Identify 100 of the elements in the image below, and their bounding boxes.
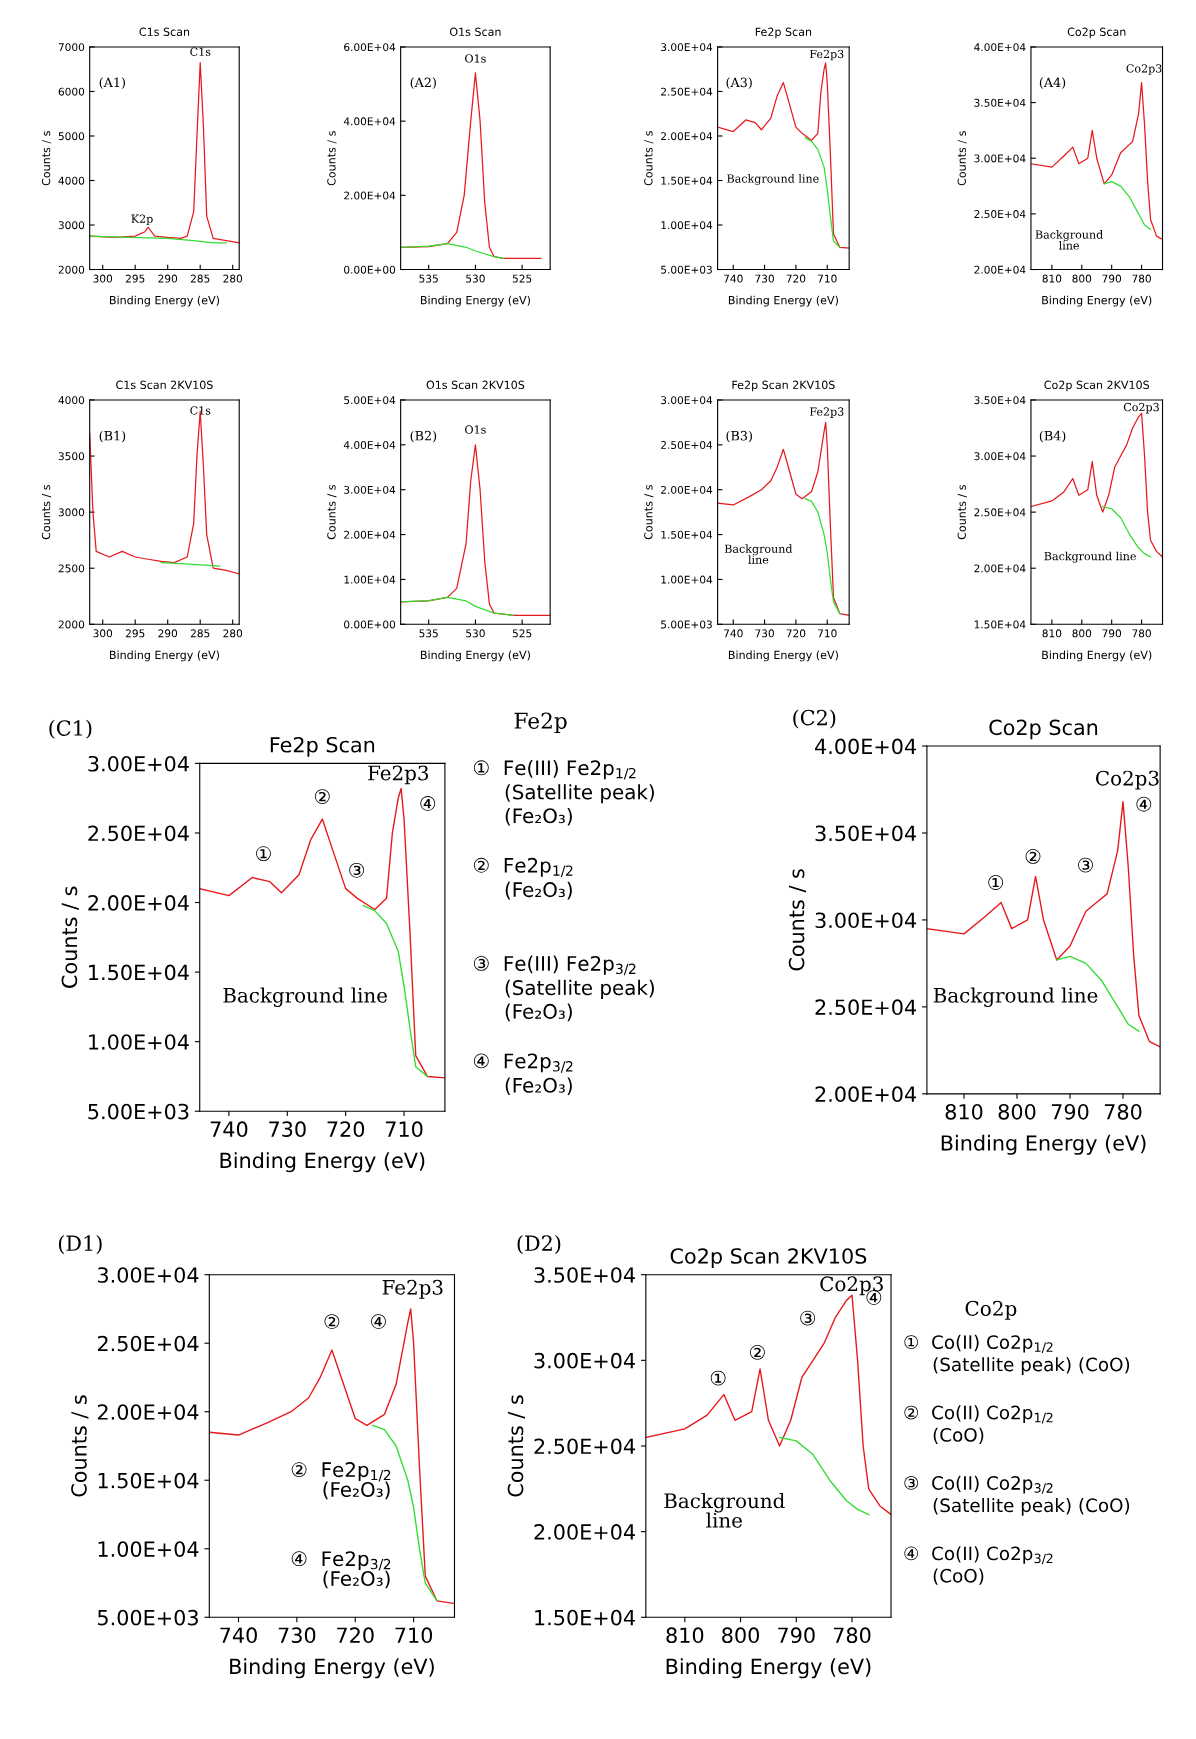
annotation: O1s bbox=[465, 54, 486, 63]
annotation: Background line bbox=[933, 987, 1098, 1007]
y-tick-label: 4000 bbox=[58, 176, 85, 185]
x-tick-label: 295 bbox=[125, 274, 145, 283]
annotation: O1s bbox=[465, 425, 486, 434]
x-axis-title: Binding Energy (eV) bbox=[220, 1152, 425, 1173]
annotation: Background line bbox=[727, 174, 819, 185]
text: ④ Co(II) Co2p$_{3/2}$ (CoO) bbox=[904, 1546, 1053, 1585]
y-tick-label: 3.00E+04 bbox=[815, 912, 917, 929]
chart-title: Co2p Scan 2KV10S bbox=[670, 1248, 867, 1268]
y-tick-label: 5.00E+03 bbox=[661, 265, 712, 274]
y-axis-title: Counts / s bbox=[788, 869, 807, 971]
annotation: ② bbox=[1025, 848, 1041, 864]
y-tick-label: 3500 bbox=[58, 452, 85, 461]
annotation: K2p bbox=[131, 214, 153, 226]
x-tick-label: 300 bbox=[93, 629, 113, 638]
y-tick-label: 3.00E+04 bbox=[974, 154, 1026, 163]
annotation: ② bbox=[749, 1344, 765, 1360]
text: (D2) bbox=[517, 1234, 561, 1254]
y-tick-label: 1.50E+04 bbox=[974, 620, 1026, 629]
line-series bbox=[89, 235, 227, 244]
y-tick-label: 3.00E+04 bbox=[88, 755, 189, 772]
y-tick-label: 2.50E+04 bbox=[974, 508, 1026, 517]
x-tick-label: 800 bbox=[998, 1103, 1036, 1120]
y-tick-label: 2.00E+04 bbox=[344, 191, 396, 200]
annotation: (A2) bbox=[410, 77, 436, 90]
x-tick-label: 780 bbox=[1132, 274, 1151, 283]
x-axis-title: Binding Energy (eV) bbox=[110, 650, 220, 662]
x-tick-label: 535 bbox=[419, 629, 438, 638]
y-tick-label: 1.00E+04 bbox=[661, 575, 713, 584]
y-tick-label: 4.00E+04 bbox=[815, 738, 917, 755]
annotation: ② bbox=[324, 1314, 340, 1329]
x-tick-label: 710 bbox=[818, 629, 837, 638]
annotation: (B4) bbox=[1039, 430, 1066, 443]
chart-title: O1s Scan 2KV10S bbox=[426, 380, 525, 390]
text: (C2) bbox=[793, 709, 836, 729]
annotation: (B2) bbox=[410, 430, 437, 443]
x-axis-title: Binding Energy (eV) bbox=[420, 650, 530, 662]
y-tick-label: 4000 bbox=[58, 396, 85, 405]
x-tick-label: 730 bbox=[755, 629, 774, 638]
annotation: ② Fe2p$_{1/2}$ (Fe₂O₃) bbox=[291, 1462, 391, 1500]
y-tick-label: 5.00E+04 bbox=[344, 396, 396, 405]
x-tick-label: 800 bbox=[722, 1627, 760, 1644]
text: (C1) bbox=[49, 719, 92, 739]
y-axis-title: Counts / s bbox=[957, 484, 967, 540]
x-tick-label: 810 bbox=[1042, 629, 1062, 638]
y-tick-label: 2.50E+04 bbox=[534, 1438, 635, 1455]
annotation: (A1) bbox=[99, 77, 125, 90]
x-tick-label: 280 bbox=[223, 629, 243, 638]
y-tick-label: 3.00E+04 bbox=[974, 452, 1026, 461]
x-tick-label: 800 bbox=[1072, 629, 1092, 638]
chart-title: Fe2p Scan bbox=[270, 736, 375, 757]
y-tick-label: 2.00E+04 bbox=[534, 1524, 635, 1540]
line-series bbox=[1056, 955, 1140, 1032]
annotation: Fe2p3 bbox=[368, 765, 429, 785]
y-tick-label: 3.00E+04 bbox=[661, 43, 713, 52]
chart-title: Fe2p Scan bbox=[755, 27, 812, 39]
x-tick-label: 530 bbox=[466, 274, 485, 283]
x-axis-title: Binding Energy (eV) bbox=[230, 1658, 434, 1679]
x-tick-label: 810 bbox=[666, 1627, 704, 1644]
y-tick-label: 3.00E+04 bbox=[97, 1267, 199, 1283]
y-tick-label: 1.50E+04 bbox=[89, 964, 189, 981]
y-tick-label: 1.50E+04 bbox=[98, 1472, 199, 1489]
annotation: Fe2p3 bbox=[382, 1279, 443, 1299]
annotation: ④ bbox=[371, 1314, 386, 1329]
annotation: Background line bbox=[1044, 551, 1136, 563]
x-tick-label: 720 bbox=[786, 629, 806, 638]
annotation: Background line bbox=[1035, 230, 1103, 250]
x-tick-label: 790 bbox=[1051, 1103, 1089, 1120]
y-axis-title: Counts / s bbox=[644, 484, 654, 540]
y-tick-label: 2500 bbox=[58, 564, 85, 573]
x-tick-label: 720 bbox=[327, 1121, 365, 1138]
x-tick-label: 290 bbox=[158, 274, 178, 283]
y-tick-label: 5.00E+03 bbox=[661, 620, 712, 629]
y-tick-label: 1.00E+04 bbox=[344, 575, 396, 584]
annotation: ③ bbox=[1078, 857, 1093, 873]
y-tick-label: 2.50E+04 bbox=[88, 825, 189, 842]
chart-title: Co2p Scan bbox=[1067, 27, 1126, 39]
line-series bbox=[717, 421, 850, 616]
x-tick-label: 285 bbox=[190, 629, 210, 638]
chart-title: O1s Scan bbox=[449, 27, 501, 36]
y-axis-title: Counts / s bbox=[644, 131, 654, 186]
y-tick-label: 1.00E+04 bbox=[89, 1034, 189, 1050]
text: ③ Fe(III) Fe2p$_{3/2}$ (Satellite peak) (Fe₂O₃) bbox=[473, 955, 654, 1022]
annotation: ① bbox=[710, 1370, 726, 1386]
x-tick-label: 710 bbox=[385, 1121, 423, 1138]
x-axis-title: Binding Energy (eV) bbox=[1042, 650, 1152, 662]
y-tick-label: 1.00E+04 bbox=[661, 221, 713, 230]
y-tick-label: 2.00E+04 bbox=[661, 132, 713, 141]
x-tick-label: 280 bbox=[223, 274, 243, 283]
y-tick-label: 6.00E+04 bbox=[344, 43, 396, 52]
y-tick-label: 2000 bbox=[58, 265, 85, 274]
y-tick-label: 3.50E+04 bbox=[815, 825, 917, 842]
y-tick-label: 2.50E+04 bbox=[661, 87, 713, 96]
line-series bbox=[1103, 180, 1152, 231]
x-tick-label: 810 bbox=[945, 1103, 983, 1120]
line-series bbox=[804, 498, 841, 615]
annotation: ③ bbox=[349, 862, 365, 878]
annotation: ④ bbox=[420, 796, 436, 811]
text: ② Fe2p$_{1/2}$ (Fe₂O₃) bbox=[473, 857, 573, 900]
